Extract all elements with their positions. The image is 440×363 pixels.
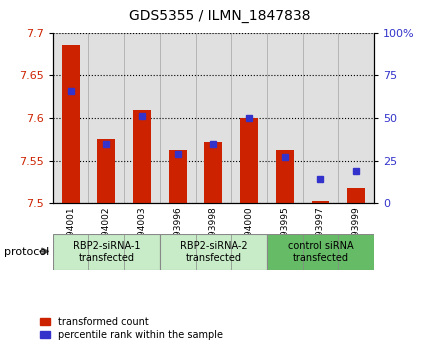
Bar — [97, 139, 115, 203]
Text: RBP2-siRNA-2
transfected: RBP2-siRNA-2 transfected — [180, 241, 247, 264]
Bar — [338, 33, 374, 203]
Text: RBP2-siRNA-1
transfected: RBP2-siRNA-1 transfected — [73, 241, 140, 264]
Bar — [205, 142, 222, 203]
Bar — [88, 33, 124, 203]
Bar — [133, 110, 151, 203]
Bar — [347, 188, 365, 203]
Text: protocol: protocol — [4, 247, 50, 257]
Bar — [231, 33, 267, 203]
Bar — [53, 234, 160, 270]
Bar — [267, 234, 374, 270]
Bar — [124, 33, 160, 203]
Legend: transformed count, percentile rank within the sample: transformed count, percentile rank withi… — [40, 317, 223, 340]
Bar — [62, 45, 80, 203]
Bar — [312, 201, 330, 203]
Bar — [267, 33, 303, 203]
Text: control siRNA
transfected: control siRNA transfected — [288, 241, 353, 264]
Bar — [303, 33, 338, 203]
Bar — [240, 118, 258, 203]
Bar — [160, 234, 267, 270]
Bar — [160, 33, 195, 203]
Bar — [195, 33, 231, 203]
Bar — [53, 33, 88, 203]
Bar — [169, 150, 187, 203]
Text: GDS5355 / ILMN_1847838: GDS5355 / ILMN_1847838 — [129, 9, 311, 23]
Bar — [276, 150, 294, 203]
